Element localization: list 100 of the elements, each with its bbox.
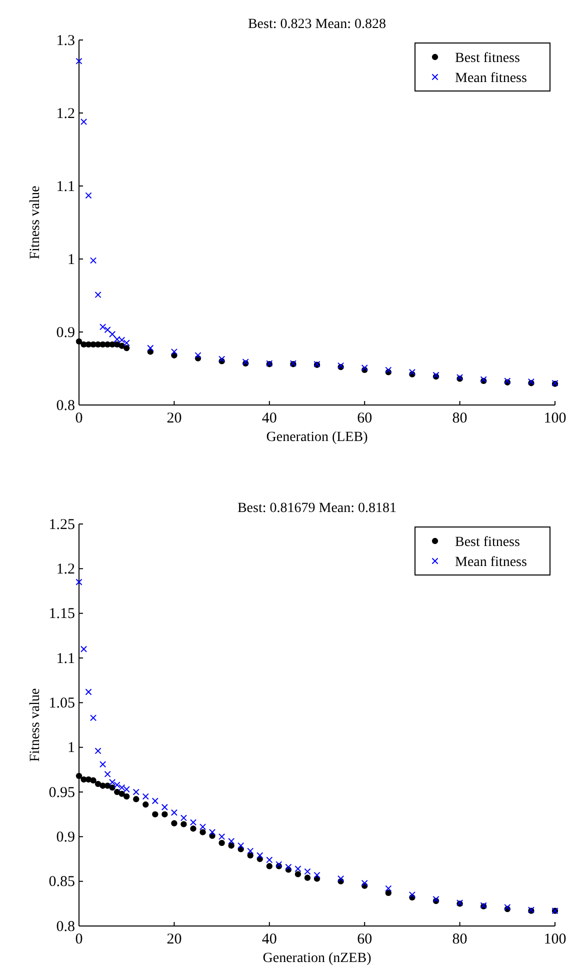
- point: [104, 770, 111, 778]
- point: [104, 326, 111, 334]
- y-tick-label: 0.9: [56, 829, 75, 846]
- x-tick-label: 20: [166, 932, 182, 948]
- point: [256, 852, 264, 859]
- point: [199, 824, 206, 830]
- x-tick-label: 20: [166, 410, 182, 426]
- point: [133, 796, 140, 802]
- point: [304, 874, 311, 881]
- point: [180, 821, 187, 828]
- x-tick-label: 100: [544, 932, 566, 948]
- point: [180, 814, 188, 822]
- point: [314, 872, 320, 878]
- point: [90, 714, 97, 722]
- point: [294, 871, 302, 878]
- y-tick-label: 1.05: [48, 695, 75, 712]
- point: [238, 842, 244, 849]
- chart-title: Best: 0.823 Mean: 0.828: [248, 17, 386, 32]
- x-tick-label: 0: [75, 410, 83, 426]
- y-axis-title: Fitness value: [28, 688, 43, 762]
- point: [170, 809, 178, 816]
- point: [170, 348, 178, 355]
- point: [247, 852, 254, 859]
- point: [90, 257, 97, 264]
- x-tick-label: 0: [75, 932, 83, 948]
- point: [109, 330, 116, 338]
- point: [76, 58, 82, 64]
- point: [76, 338, 82, 345]
- point: [228, 838, 235, 844]
- point: [304, 868, 311, 875]
- point: [200, 829, 206, 836]
- legend-label: Mean fitness: [455, 555, 527, 570]
- point: [247, 848, 254, 854]
- point: [162, 811, 168, 818]
- point: [285, 864, 292, 870]
- point: [408, 368, 416, 376]
- point: [194, 352, 202, 359]
- legend-label: Mean fitness: [455, 71, 527, 86]
- y-tick-label: 0.8: [56, 398, 75, 414]
- y-tick-label: 0.95: [48, 784, 75, 801]
- point: [385, 885, 392, 892]
- x-tick-label: 60: [357, 410, 372, 426]
- point: [100, 324, 106, 330]
- point: [80, 646, 88, 652]
- point: [190, 826, 196, 832]
- y-tick-label: 0.85: [48, 874, 75, 890]
- point: [114, 341, 120, 348]
- y-tick-label: 1.3: [56, 32, 75, 49]
- y-tick-label: 1: [68, 252, 75, 268]
- point: [94, 291, 102, 298]
- point: [80, 118, 88, 126]
- point: [408, 891, 416, 898]
- y-tick-label: 1.25: [48, 516, 75, 533]
- point: [124, 344, 130, 352]
- y-tick-label: 1.2: [56, 106, 75, 122]
- point: [90, 777, 96, 784]
- chart-title: Best: 0.81679 Mean: 0.8181: [237, 501, 397, 516]
- point: [104, 782, 111, 789]
- point: [123, 340, 130, 346]
- point: [361, 880, 368, 886]
- y-tick-label: 1: [68, 740, 75, 756]
- point: [100, 761, 106, 768]
- x-axis-title: Generation (LEB): [266, 430, 368, 445]
- y-tick-label: 1.1: [56, 178, 75, 195]
- x-tick-label: 40: [262, 932, 277, 948]
- point: [76, 772, 82, 780]
- point: [361, 364, 368, 372]
- x-tick-label: 60: [357, 932, 372, 948]
- x-tick-label: 40: [262, 410, 277, 426]
- point: [190, 819, 197, 826]
- y-tick-label: 1.1: [56, 650, 75, 667]
- point: [85, 688, 92, 696]
- point: [147, 344, 154, 352]
- legend-label: Best fitness: [455, 51, 520, 66]
- x-tick-label: 80: [452, 932, 468, 948]
- point: [218, 833, 226, 840]
- point: [266, 863, 272, 870]
- point: [124, 793, 130, 800]
- y-axis-title: Fitness value: [28, 186, 43, 260]
- point: [171, 820, 178, 826]
- x-tick-label: 80: [452, 410, 468, 426]
- legend-label: Best fitness: [455, 535, 520, 550]
- point: [118, 790, 125, 797]
- point: [338, 875, 344, 882]
- point: [385, 366, 392, 374]
- point: [142, 801, 149, 808]
- point: [228, 842, 234, 849]
- point: [132, 788, 140, 796]
- point: [76, 578, 82, 586]
- point: [109, 784, 116, 791]
- point: [266, 856, 273, 864]
- y-tick-label: 1.2: [56, 561, 75, 578]
- point: [294, 866, 302, 872]
- point: [218, 840, 225, 846]
- point: [85, 192, 92, 199]
- point: [208, 828, 216, 836]
- point: [114, 788, 120, 796]
- y-tick-label: 0.9: [56, 324, 75, 341]
- x-axis-title: Generation (nZEB): [262, 951, 372, 966]
- point: [385, 890, 392, 896]
